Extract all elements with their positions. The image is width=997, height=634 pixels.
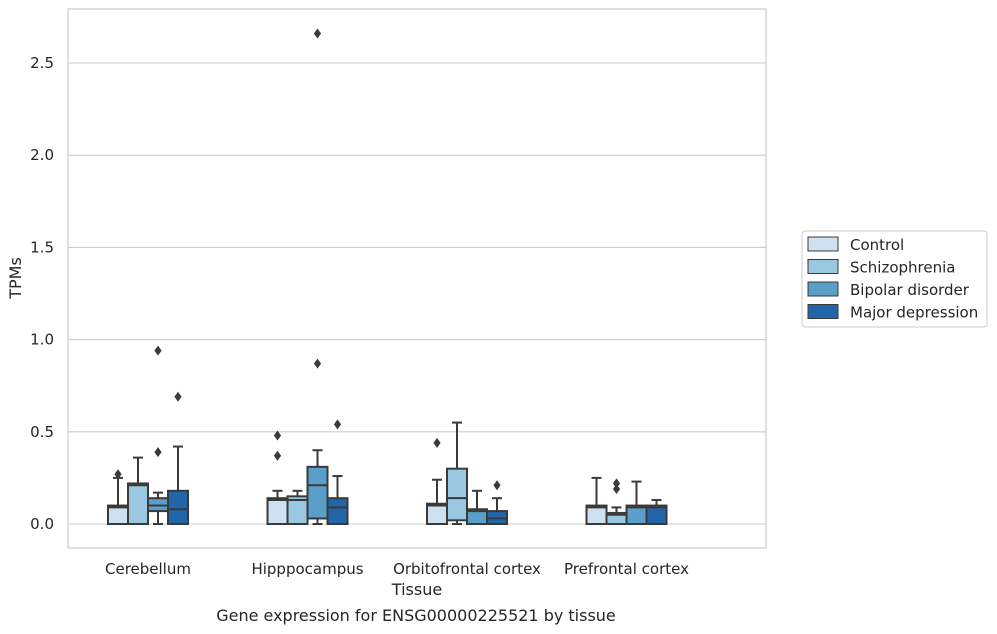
outlier-point bbox=[273, 430, 282, 441]
legend-label: Bipolar disorder bbox=[850, 281, 970, 299]
box-plot-series bbox=[107, 28, 668, 526]
outlier-point bbox=[313, 28, 322, 39]
outlier-point bbox=[154, 345, 162, 356]
outlier-point bbox=[612, 478, 621, 489]
outlier-point bbox=[273, 450, 282, 461]
x-axis-label: Tissue bbox=[391, 580, 442, 599]
legend: Control Schizophrenia Bipolar disorder Majo… bbox=[801, 230, 988, 328]
box-group bbox=[326, 419, 349, 525]
box-group bbox=[107, 469, 129, 525]
box-group bbox=[426, 437, 448, 526]
x-tick-label: Cerebellum bbox=[105, 560, 191, 578]
box-group bbox=[127, 456, 149, 526]
box-group bbox=[625, 480, 648, 525]
box bbox=[645, 504, 668, 525]
box-group bbox=[466, 489, 488, 525]
outlier-point bbox=[612, 483, 621, 494]
box bbox=[426, 502, 448, 526]
legend-label: Schizophrenia bbox=[850, 259, 955, 277]
outlier-point bbox=[493, 480, 501, 491]
legend-items: Control Schizophrenia Bipolar disorder Majo… bbox=[807, 236, 978, 322]
y-tick-label: 0.5 bbox=[30, 423, 54, 441]
legend-swatch bbox=[807, 236, 839, 252]
box-group bbox=[147, 345, 169, 525]
outlier-point bbox=[114, 469, 122, 480]
outlier-point bbox=[154, 447, 162, 458]
grid-lines bbox=[68, 62, 766, 525]
y-tick-label: 1.0 bbox=[30, 331, 54, 349]
x-tick-label: Orbitofrontal cortex bbox=[393, 560, 541, 578]
x-tick-label: Hipppocampus bbox=[251, 560, 363, 578]
legend-frame bbox=[801, 230, 988, 328]
box-group bbox=[446, 421, 468, 525]
legend-swatch bbox=[807, 304, 839, 319]
box bbox=[167, 489, 189, 526]
x-tick-labels: Cerebellum Hipppocampus Orbitofrontal cort… bbox=[105, 560, 689, 578]
y-tick-label: 1.5 bbox=[30, 238, 54, 256]
outlier-point bbox=[174, 391, 182, 402]
y-axis-label: TPMs bbox=[6, 257, 25, 300]
legend-label: Control bbox=[850, 236, 904, 254]
x-tick-label: Prefrontal cortex bbox=[564, 560, 689, 578]
outlier-point bbox=[333, 419, 342, 430]
box bbox=[326, 497, 349, 525]
box bbox=[266, 497, 289, 525]
box-group bbox=[645, 499, 668, 525]
legend-swatch bbox=[807, 281, 839, 297]
legend-swatch bbox=[807, 259, 839, 274]
box-group bbox=[167, 391, 189, 526]
y-tick-label: 2.5 bbox=[30, 54, 54, 72]
figure-caption: Gene expression for ENSG00000225521 by t… bbox=[216, 606, 616, 625]
box-group bbox=[605, 478, 628, 525]
y-tick-label: 0.0 bbox=[30, 515, 54, 533]
box bbox=[306, 465, 329, 520]
outlier-point bbox=[313, 358, 322, 369]
y-tick-label: 2.0 bbox=[30, 146, 54, 164]
box-group bbox=[286, 489, 309, 525]
legend-label: Major depression bbox=[850, 304, 978, 322]
y-tick-labels: 0.0 0.5 1.0 1.5 2.0 2.5 bbox=[30, 54, 54, 533]
box bbox=[127, 482, 149, 526]
box-group bbox=[306, 28, 329, 525]
box-group bbox=[266, 430, 289, 525]
box bbox=[446, 467, 468, 522]
plot-frame bbox=[67, 8, 767, 549]
outlier-point bbox=[433, 437, 441, 448]
box-group bbox=[585, 476, 608, 525]
box-group bbox=[486, 480, 508, 526]
